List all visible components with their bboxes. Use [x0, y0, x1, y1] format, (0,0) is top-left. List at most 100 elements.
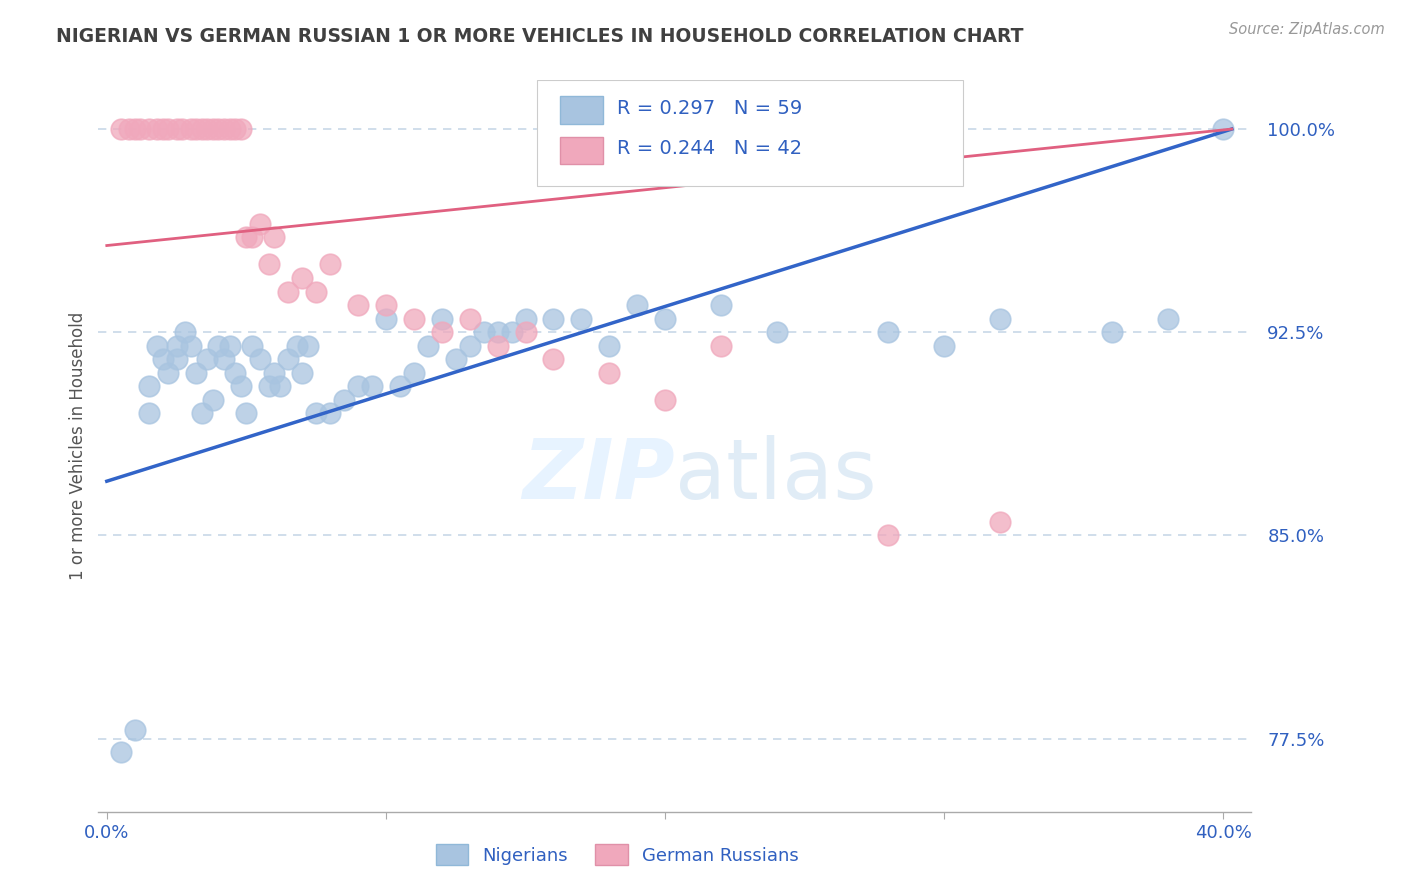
Point: [402, 311, 425, 326]
Point: [110, 745, 132, 759]
Point: [110, 122, 132, 136]
Point: [184, 122, 207, 136]
Point: [190, 122, 212, 136]
Point: [458, 311, 481, 326]
Point: [201, 122, 224, 136]
Point: [285, 339, 308, 353]
Point: [486, 325, 509, 339]
Point: [124, 122, 146, 136]
Text: R = 0.297   N = 59: R = 0.297 N = 59: [617, 99, 803, 118]
Point: [1156, 311, 1178, 326]
Point: [124, 723, 146, 738]
Point: [402, 366, 425, 380]
Point: [877, 528, 900, 542]
Point: [190, 407, 212, 421]
Point: [277, 285, 299, 299]
Point: [195, 352, 218, 367]
Point: [152, 122, 174, 136]
Point: [430, 311, 453, 326]
Point: [249, 217, 271, 231]
Point: [249, 352, 271, 367]
Point: [218, 339, 240, 353]
Point: [305, 285, 328, 299]
Point: [569, 311, 592, 326]
Point: [297, 339, 319, 353]
Point: [515, 325, 537, 339]
Point: [988, 311, 1011, 326]
Point: [257, 258, 280, 272]
Point: [416, 339, 439, 353]
Point: [598, 366, 620, 380]
Point: [257, 379, 280, 393]
Point: [263, 366, 285, 380]
FancyBboxPatch shape: [560, 136, 603, 164]
Point: [388, 379, 411, 393]
Point: [543, 311, 565, 326]
Point: [195, 122, 218, 136]
Point: [224, 122, 246, 136]
Point: [157, 366, 180, 380]
Point: [269, 379, 291, 393]
Point: [501, 325, 523, 339]
Point: [277, 352, 299, 367]
Point: [877, 325, 900, 339]
Point: [515, 311, 537, 326]
Point: [138, 379, 160, 393]
Point: [184, 366, 207, 380]
Point: [430, 325, 453, 339]
Point: [291, 271, 314, 285]
Point: [212, 352, 235, 367]
Text: ZIP: ZIP: [522, 434, 675, 516]
Point: [486, 339, 509, 353]
Point: [934, 339, 956, 353]
Point: [988, 515, 1011, 529]
Point: [138, 122, 160, 136]
Point: [166, 339, 188, 353]
Point: [224, 366, 246, 380]
Point: [172, 122, 194, 136]
Point: [710, 298, 733, 312]
Point: [129, 122, 152, 136]
Point: [229, 122, 252, 136]
Point: [305, 407, 328, 421]
Point: [218, 122, 240, 136]
Point: [444, 352, 467, 367]
Point: [472, 325, 495, 339]
Point: [1212, 122, 1234, 136]
Point: [152, 352, 174, 367]
Point: [347, 298, 370, 312]
Point: [212, 122, 235, 136]
Point: [235, 230, 257, 244]
Point: [235, 407, 257, 421]
Point: [375, 298, 398, 312]
Point: [1101, 325, 1123, 339]
Point: [180, 122, 202, 136]
Point: [458, 339, 481, 353]
Legend: Nigerians, German Russians: Nigerians, German Russians: [429, 837, 806, 872]
Point: [598, 339, 620, 353]
Point: [174, 325, 197, 339]
Point: [319, 407, 342, 421]
Point: [361, 379, 384, 393]
Point: [180, 339, 202, 353]
Point: [157, 122, 180, 136]
Point: [654, 311, 676, 326]
Text: Source: ZipAtlas.com: Source: ZipAtlas.com: [1229, 22, 1385, 37]
Point: [118, 122, 141, 136]
Point: [319, 258, 342, 272]
FancyBboxPatch shape: [537, 80, 963, 186]
Y-axis label: 1 or more Vehicles in Household: 1 or more Vehicles in Household: [69, 312, 87, 580]
Text: atlas: atlas: [675, 434, 876, 516]
Point: [710, 339, 733, 353]
Text: NIGERIAN VS GERMAN RUSSIAN 1 OR MORE VEHICLES IN HOUSEHOLD CORRELATION CHART: NIGERIAN VS GERMAN RUSSIAN 1 OR MORE VEH…: [56, 27, 1024, 45]
Point: [240, 339, 263, 353]
Point: [146, 122, 169, 136]
Point: [201, 392, 224, 407]
Point: [138, 407, 160, 421]
Point: [207, 339, 229, 353]
Point: [333, 392, 356, 407]
Point: [765, 325, 787, 339]
FancyBboxPatch shape: [560, 96, 603, 124]
Point: [375, 311, 398, 326]
Point: [291, 366, 314, 380]
